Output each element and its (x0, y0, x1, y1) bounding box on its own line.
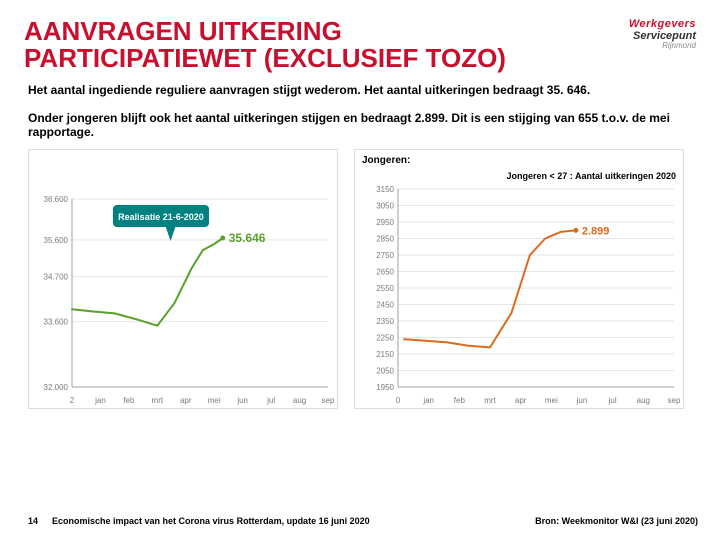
svg-text:35.600: 35.600 (44, 235, 69, 244)
svg-text:2650: 2650 (376, 267, 394, 276)
svg-text:aug: aug (637, 396, 650, 405)
svg-text:mei: mei (208, 396, 221, 405)
svg-text:jan: jan (422, 396, 434, 405)
svg-text:mrt: mrt (484, 396, 496, 405)
svg-text:jun: jun (236, 396, 248, 405)
svg-text:mei: mei (545, 396, 558, 405)
svg-text:aug: aug (293, 396, 306, 405)
logo: Werkgevers Servicepunt Rijnmond (629, 18, 696, 51)
svg-text:Jongeren < 27 : Aantal uitkeri: Jongeren < 27 : Aantal uitkeringen 2020 (507, 171, 676, 181)
svg-text:2350: 2350 (376, 317, 394, 326)
chart-left: 32.000 33.600 34.700 35.600 36.600 2 jan feb mrt… (28, 149, 338, 409)
svg-text:Jongeren:: Jongeren: (362, 155, 410, 166)
paragraph-1: Het aantal ingediende reguliere aanvrage… (0, 73, 720, 101)
svg-text:3150: 3150 (376, 185, 394, 194)
svg-text:33.600: 33.600 (44, 317, 69, 326)
svg-text:jun: jun (576, 396, 588, 405)
svg-text:2750: 2750 (376, 251, 394, 260)
svg-text:jan: jan (94, 396, 106, 405)
logo-sub: Rijnmond (629, 42, 696, 51)
footer-source: Bron: Weekmonitor W&I (23 juni 2020) (535, 516, 698, 526)
svg-text:2.899: 2.899 (582, 225, 610, 237)
svg-text:feb: feb (454, 396, 466, 405)
svg-text:1950: 1950 (376, 383, 394, 392)
page-title-line1: AANVRAGEN UITKERING (24, 18, 506, 45)
paragraph-2: Onder jongeren blijft ook het aantal uit… (0, 101, 720, 143)
svg-text:2850: 2850 (376, 234, 394, 243)
chart-right: Jongeren: Jongeren < 27 : Aantal uitkerin… (354, 149, 684, 409)
svg-text:jul: jul (266, 396, 275, 405)
page-number: 14 (28, 516, 38, 526)
svg-text:2050: 2050 (376, 366, 394, 375)
svg-text:35.646: 35.646 (229, 231, 266, 245)
page-title-line2: PARTICIPATIEWET (EXCLUSIEF TOZO) (24, 45, 506, 72)
footer-text: Economische impact van het Corona virus … (52, 516, 370, 526)
svg-text:feb: feb (123, 396, 135, 405)
svg-text:3050: 3050 (376, 201, 394, 210)
svg-text:34.700: 34.700 (44, 272, 69, 281)
svg-text:sep: sep (322, 396, 335, 405)
svg-text:mrt: mrt (152, 396, 164, 405)
svg-text:jul: jul (608, 396, 617, 405)
svg-text:2550: 2550 (376, 284, 394, 293)
svg-text:0: 0 (396, 396, 401, 405)
svg-text:2250: 2250 (376, 333, 394, 342)
svg-text:36.600: 36.600 (44, 195, 69, 204)
svg-text:apr: apr (515, 396, 527, 405)
svg-text:2950: 2950 (376, 218, 394, 227)
logo-line1: Werkgevers (629, 18, 696, 30)
svg-text:sep: sep (668, 396, 681, 405)
svg-text:Realisatie 21-6-2020: Realisatie 21-6-2020 (118, 212, 204, 222)
svg-text:32.000: 32.000 (44, 383, 69, 392)
svg-text:2150: 2150 (376, 350, 394, 359)
svg-text:2450: 2450 (376, 300, 394, 309)
svg-text:2: 2 (70, 396, 75, 405)
svg-text:apr: apr (180, 396, 192, 405)
